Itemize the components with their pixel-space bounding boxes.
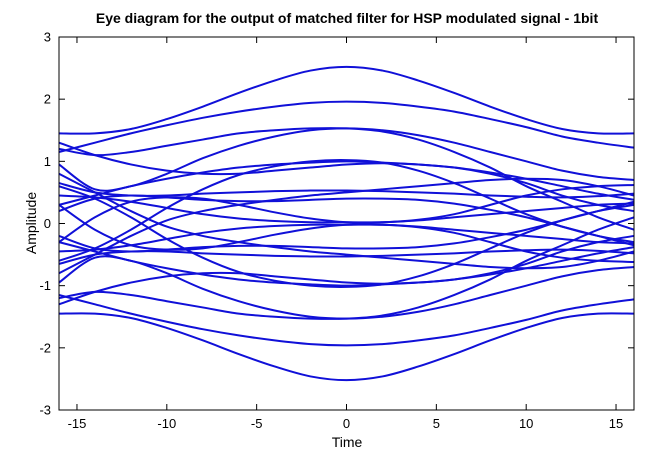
eye-trace-15 <box>58 194 635 247</box>
eye-trace-10 <box>58 241 635 287</box>
x-tick-label: 15 <box>609 416 623 431</box>
y-tick-label: 3 <box>44 30 51 45</box>
eye-trace-22 <box>58 172 635 270</box>
eye-trace-9 <box>58 160 635 206</box>
x-tick-label: 5 <box>433 416 440 431</box>
eye-trace-12 <box>58 185 635 288</box>
y-axis-label: Amplitude <box>23 192 39 254</box>
eye-trace-24 <box>58 141 635 213</box>
y-tick-label: 0 <box>44 216 51 231</box>
x-axis-label: Time <box>332 434 363 450</box>
x-tick-label: -5 <box>251 416 263 431</box>
eye-trace-11 <box>58 159 635 262</box>
y-tick-label: 2 <box>44 92 51 107</box>
plot-area <box>59 37 634 410</box>
x-tick-label: -10 <box>157 416 176 431</box>
y-tick-label: -1 <box>39 278 51 293</box>
x-tick-label: 10 <box>519 416 533 431</box>
series-layer <box>58 65 635 382</box>
eye-trace-20 <box>58 223 635 264</box>
eye-trace-8 <box>58 216 635 320</box>
y-tick-label: -2 <box>39 340 51 355</box>
y-tick-label: 1 <box>44 154 51 169</box>
y-axis-ticks: -3 -2 -1 0 1 2 3 <box>39 30 634 418</box>
eye-trace-21 <box>58 177 635 275</box>
x-axis-ticks: -15 -10 -5 0 5 10 15 <box>68 37 623 431</box>
eye-trace-7 <box>58 127 635 231</box>
eye-trace-19 <box>58 183 635 224</box>
x-tick-label: 0 <box>343 416 350 431</box>
eye-trace-2 <box>58 312 635 382</box>
chart-title: Eye diagram for the output of matched fi… <box>96 10 599 26</box>
eye-trace-16 <box>58 200 635 253</box>
y-tick-label: -3 <box>39 403 51 418</box>
eye-trace-4 <box>58 294 635 347</box>
x-tick-label: -15 <box>68 416 87 431</box>
eye-trace-23 <box>58 234 635 306</box>
eye-trace-3 <box>58 100 635 153</box>
eye-trace-1 <box>58 65 635 135</box>
